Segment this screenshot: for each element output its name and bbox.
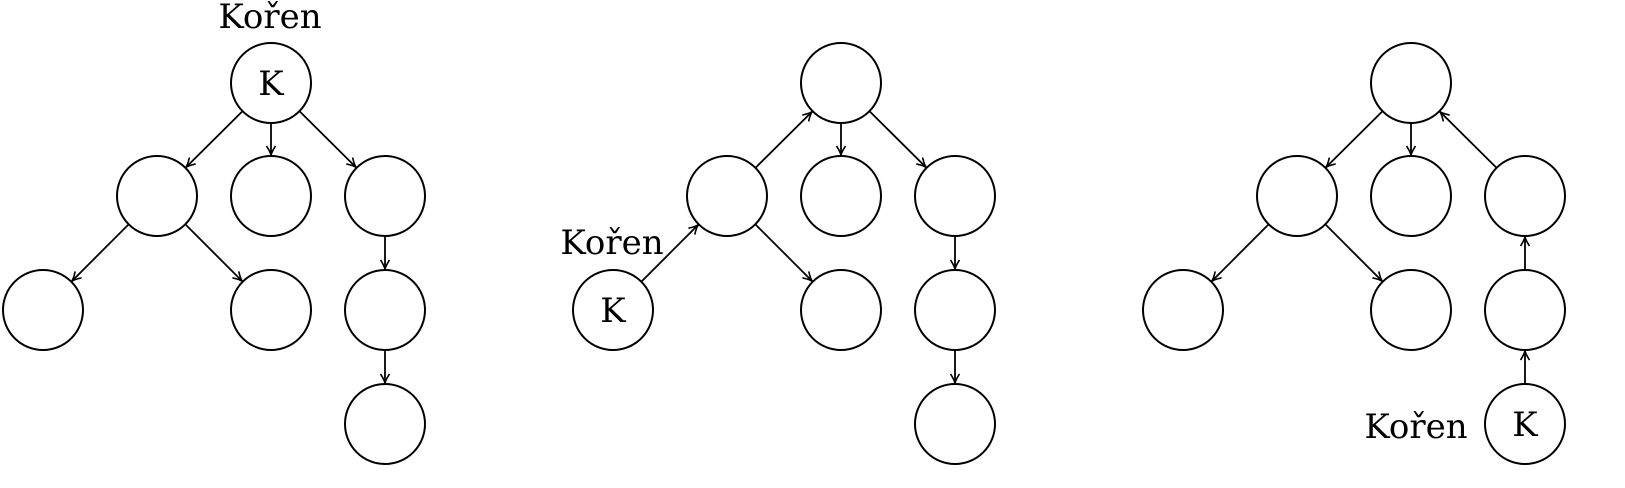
tree-1: K [2, 42, 426, 465]
node-b [1256, 155, 1338, 237]
node-h [914, 383, 996, 465]
node-g [914, 269, 996, 351]
edge-b-to-f [184, 223, 244, 283]
node-a [800, 42, 882, 124]
tree-3: K [1142, 42, 1566, 465]
node-g [1484, 269, 1566, 351]
node-f [800, 269, 882, 351]
edge-a-to-d [298, 110, 358, 169]
node-h [344, 383, 426, 465]
node-b [686, 155, 768, 237]
node-d [1484, 155, 1566, 237]
node-label-h: K [1512, 405, 1538, 445]
edge-a-to-d [868, 110, 928, 169]
node-e [572, 269, 654, 351]
edge-b-to-a [754, 110, 814, 169]
edge-a-to-b [1324, 110, 1384, 169]
node-g [344, 269, 426, 351]
edge-b-to-f [754, 223, 814, 283]
edge-e-to-b [640, 223, 700, 283]
node-f [230, 269, 312, 351]
node-c [1370, 155, 1452, 237]
edge-b-to-e [70, 223, 130, 283]
node-d [914, 155, 996, 237]
edge-a-to-b [184, 110, 244, 169]
node-h [1484, 383, 1566, 465]
node-a [1370, 42, 1452, 124]
edge-b-to-f [1324, 223, 1384, 283]
node-f [1370, 269, 1452, 351]
node-label-e: K [600, 291, 626, 331]
root-caption-tree-1: Kořen [218, 0, 321, 37]
root-caption-tree-2: Kořen [560, 223, 663, 263]
edge-b-to-e [1210, 223, 1270, 283]
node-d [344, 155, 426, 237]
node-e [2, 269, 84, 351]
node-e [1142, 269, 1224, 351]
tree-2: K [572, 42, 996, 465]
node-c [230, 155, 312, 237]
node-a [230, 42, 312, 124]
edge-d-to-a [1438, 110, 1498, 169]
root-caption-tree-3: Kořen [1364, 407, 1467, 447]
node-c [800, 155, 882, 237]
node-label-a: K [258, 64, 284, 104]
node-b [116, 155, 198, 237]
